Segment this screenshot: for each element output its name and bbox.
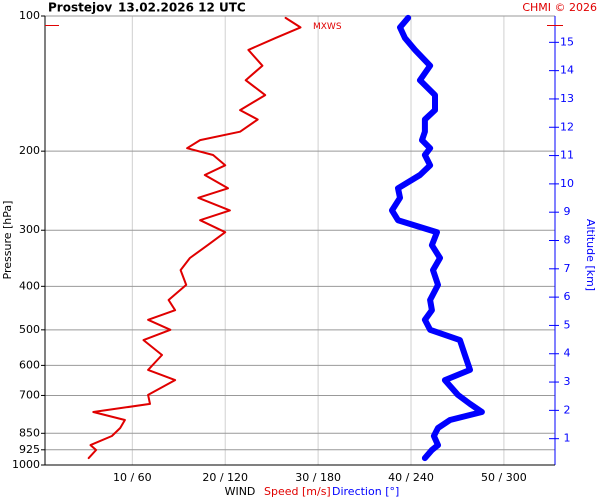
y2-tick-label: 3 bbox=[564, 375, 571, 388]
legend-entry: Speed [m/s] bbox=[264, 485, 331, 498]
y2-tick-label: 1 bbox=[564, 432, 571, 445]
y2-tick-label: 10 bbox=[560, 177, 574, 190]
y-tick-label: 400 bbox=[19, 279, 40, 292]
y-tick-label: 500 bbox=[19, 323, 40, 336]
legend-entry: Direction [°] bbox=[332, 485, 399, 498]
x-axis-label: WIND bbox=[225, 485, 256, 498]
y2-tick-label: 5 bbox=[564, 318, 571, 331]
y-tick-label: 200 bbox=[19, 144, 40, 157]
y2-tick-label: 14 bbox=[560, 64, 574, 77]
y2-tick-label: 7 bbox=[564, 262, 571, 275]
y-tick-label: 925 bbox=[19, 443, 40, 456]
y2-tick-label: 2 bbox=[564, 403, 571, 416]
y-tick-label: 600 bbox=[19, 358, 40, 371]
y2-tick-label: 15 bbox=[560, 35, 574, 48]
y2-tick-label: 8 bbox=[564, 234, 571, 247]
y-tick-label: 1000 bbox=[12, 458, 40, 471]
x-tick-label: 50 / 300 bbox=[481, 471, 527, 484]
profile-line bbox=[87, 16, 302, 460]
profile-line bbox=[389, 14, 485, 462]
y2-tick-label: 4 bbox=[564, 347, 571, 360]
chart-subtitle: 13.02.2026 12 UTC bbox=[118, 1, 246, 15]
y-tick-label: 300 bbox=[19, 223, 40, 236]
y2-tick-label: 9 bbox=[564, 205, 571, 218]
y2-axis-label: Altitude [km] bbox=[584, 219, 597, 291]
y-tick-label: 100 bbox=[19, 9, 40, 22]
x-tick-label: 10 / 60 bbox=[113, 471, 152, 484]
x-tick-label: 30 / 180 bbox=[295, 471, 341, 484]
y2-tick-label: 12 bbox=[560, 120, 574, 133]
credit: CHMI © 2026 bbox=[522, 1, 597, 14]
y2-tick-label: 6 bbox=[564, 290, 571, 303]
y2-tick-label: 11 bbox=[560, 149, 574, 162]
y2-tick-label: 13 bbox=[560, 92, 574, 105]
chart-title: Prostejov bbox=[48, 1, 112, 15]
x-tick-label: 20 / 120 bbox=[202, 471, 248, 484]
annotation: MXWS bbox=[313, 22, 342, 32]
y-tick-label: 850 bbox=[19, 426, 40, 439]
y-tick-label: 700 bbox=[19, 388, 40, 401]
x-tick-label: 40 / 240 bbox=[388, 471, 434, 484]
y-axis-label: Pressure [hPa] bbox=[1, 201, 14, 280]
